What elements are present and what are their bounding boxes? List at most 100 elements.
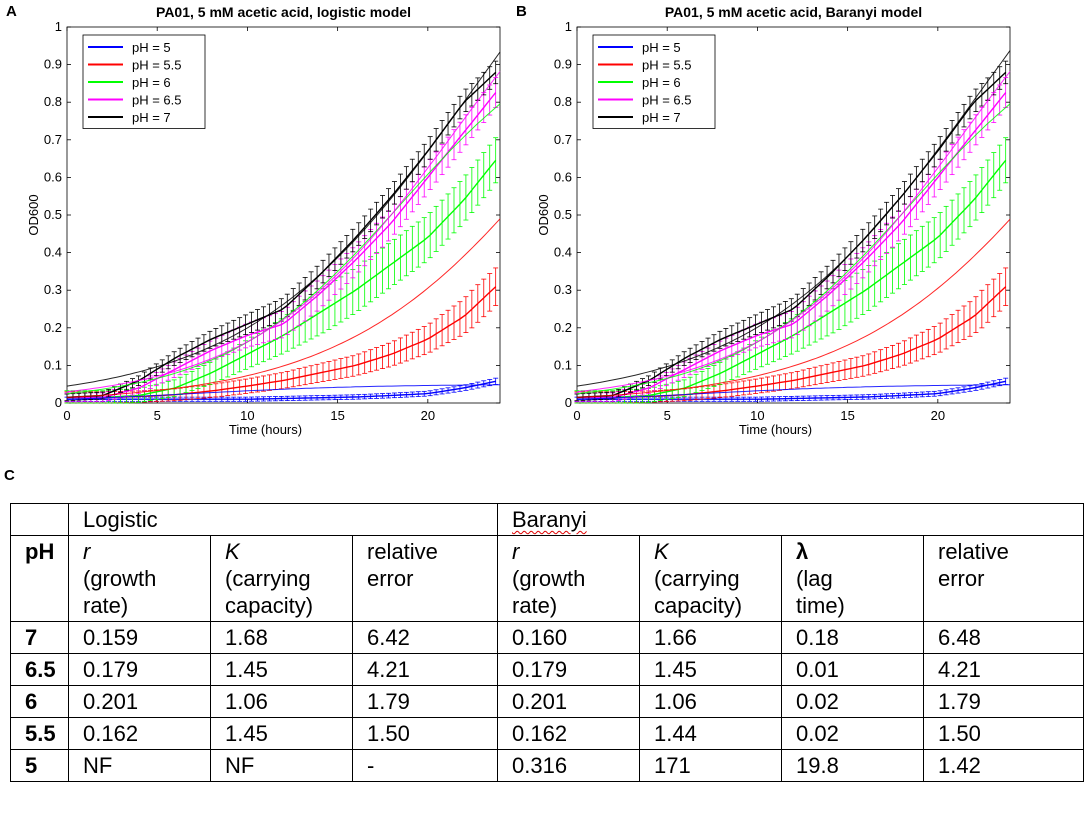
cell-baranyi-error: 1.79 xyxy=(923,685,1084,718)
x-tick-label: 10 xyxy=(240,408,254,423)
y-tick-label: 0.3 xyxy=(44,282,62,297)
y-tick-label: 1 xyxy=(565,19,572,34)
parameter-table: Logistic Baranyi pH r (growth rate) K (carr… xyxy=(10,503,1084,782)
y-tick-label: 0.1 xyxy=(554,357,572,372)
legend-label: pH = 5.5 xyxy=(132,58,182,73)
cell-logistic-error: 1.79 xyxy=(352,685,498,718)
header-symbol: λ xyxy=(796,539,809,564)
legend: pH = 5 pH = 5.5 pH = 6 pH = 6.5 pH = 7 xyxy=(82,34,206,129)
data-line xyxy=(67,92,497,399)
header-baranyi-r: r (growth rate) xyxy=(497,535,640,622)
cell-baranyi-lambda: 0.18 xyxy=(781,621,924,654)
y-tick-label: 0.1 xyxy=(44,357,62,372)
header-line: relative xyxy=(938,539,1009,564)
x-tick-label: 5 xyxy=(664,408,671,423)
cell-logistic-k: 1.06 xyxy=(210,685,353,718)
y-tick-label: 0.4 xyxy=(44,245,62,260)
cell-logistic-k: 1.45 xyxy=(210,717,353,750)
fit-curve xyxy=(576,103,1011,395)
fit-curve xyxy=(576,50,1011,387)
chart-b-baranyi: PA01, 5 mM acetic acid, Baranyi model 0 0.… xyxy=(510,0,1030,460)
data-line xyxy=(577,92,1007,399)
cell-baranyi-r: 0.179 xyxy=(497,653,640,686)
cell-logistic-error: 6.42 xyxy=(352,621,498,654)
y-tick-label: 0.2 xyxy=(44,320,62,335)
cell-baranyi-lambda: 0.02 xyxy=(781,685,924,718)
cell-baranyi-r: 0.316 xyxy=(497,749,640,782)
chart-a-svg: PA01, 5 mM acetic acid, logistic model 0 0… xyxy=(26,4,501,437)
y-axis-label: OD600 xyxy=(26,194,41,235)
y-tick-label: 0.5 xyxy=(44,207,62,222)
y-tick-label: 0.9 xyxy=(44,57,62,72)
legend-label: pH = 5.5 xyxy=(642,58,692,73)
x-axis-label: Time (hours) xyxy=(739,422,812,437)
cell-baranyi-lambda: 0.01 xyxy=(781,653,924,686)
y-tick-label: 0.7 xyxy=(44,132,62,147)
cell-logistic-r: 0.159 xyxy=(68,621,211,654)
data-line xyxy=(577,159,1007,399)
header-line: (carrying xyxy=(225,566,311,591)
cell-baranyi-error: 1.50 xyxy=(923,717,1084,750)
cell-logistic-r: 0.179 xyxy=(68,653,211,686)
cell-baranyi-k: 1.45 xyxy=(639,653,782,686)
cell-baranyi-lambda: 19.8 xyxy=(781,749,924,782)
table-corner-cell xyxy=(10,503,69,536)
y-tick-label: 0.6 xyxy=(44,169,62,184)
table-row: 5.5 0.162 1.45 1.50 0.162 1.44 0.02 1.50 xyxy=(10,717,1084,750)
y-tick-label: 0.3 xyxy=(554,282,572,297)
cell-logistic-error: 4.21 xyxy=(352,653,498,686)
header-line: rate) xyxy=(83,593,129,618)
header-symbol: K xyxy=(225,539,240,564)
header-symbol: K xyxy=(654,539,669,564)
group-logistic: Logistic xyxy=(68,503,498,536)
legend-label: pH = 6.5 xyxy=(132,93,182,108)
header-line: (carrying xyxy=(654,566,740,591)
chart-b-svg: PA01, 5 mM acetic acid, Baranyi model 0 0.… xyxy=(536,4,1011,437)
header-line: capacity) xyxy=(225,593,314,618)
cell-baranyi-lambda: 0.02 xyxy=(781,717,924,750)
cell-logistic-error: - xyxy=(352,749,498,782)
chart-title: PA01, 5 mM acetic acid, Baranyi model xyxy=(665,4,922,20)
header-logistic-error: relative error xyxy=(352,535,498,622)
cell-baranyi-r: 0.160 xyxy=(497,621,640,654)
header-line: capacity) xyxy=(654,593,743,618)
legend-label: pH = 6.5 xyxy=(642,93,692,108)
header-line: (lag xyxy=(796,566,833,591)
header-line: (growth xyxy=(83,566,157,591)
fit-curve xyxy=(66,384,500,400)
table-row: 6 0.201 1.06 1.79 0.201 1.06 0.02 1.79 xyxy=(10,685,1084,718)
header-line: relative xyxy=(367,539,438,564)
x-tick-label: 15 xyxy=(330,408,344,423)
header-line: error xyxy=(938,566,985,591)
chart-title: PA01, 5 mM acetic acid, logistic model xyxy=(156,4,411,20)
cell-logistic-r: NF xyxy=(68,749,211,782)
table-row: 6.5 0.179 1.45 4.21 0.179 1.45 0.01 4.21 xyxy=(10,653,1084,686)
y-tick-label: 0.9 xyxy=(554,57,572,72)
cell-logistic-k: 1.68 xyxy=(210,621,353,654)
group-baranyi-label: Baranyi xyxy=(512,507,587,532)
header-baranyi-lambda: λ (lag time) xyxy=(781,535,924,622)
cell-baranyi-k: 1.44 xyxy=(639,717,782,750)
header-line: error xyxy=(367,566,414,591)
cell-logistic-k: 1.45 xyxy=(210,653,353,686)
y-tick-label: 0.8 xyxy=(554,94,572,109)
table-row: 5 NF NF - 0.316 171 19.8 1.42 xyxy=(10,749,1084,782)
cell-ph: 5 xyxy=(10,749,69,782)
cell-baranyi-error: 1.42 xyxy=(923,749,1084,782)
table-column-header-row: pH r (growth rate) K (carrying capacity) rel… xyxy=(10,535,1084,622)
cell-logistic-r: 0.201 xyxy=(68,685,211,718)
cell-logistic-error: 1.50 xyxy=(352,717,498,750)
fit-curve xyxy=(576,384,1010,400)
y-tick-label: 0.8 xyxy=(44,94,62,109)
y-tick-label: 0.7 xyxy=(554,132,572,147)
panel-letter-c: C xyxy=(4,467,15,484)
legend-label: pH = 7 xyxy=(132,110,171,125)
y-tick-label: 0.4 xyxy=(554,245,572,260)
x-tick-label: 0 xyxy=(63,408,70,423)
panel-letter-a: A xyxy=(6,3,17,20)
y-tick-label: 0.2 xyxy=(554,320,572,335)
fit-curve xyxy=(66,103,501,395)
x-tick-label: 20 xyxy=(931,408,945,423)
x-axis-label: Time (hours) xyxy=(229,422,302,437)
y-axis-label: OD600 xyxy=(536,194,551,235)
